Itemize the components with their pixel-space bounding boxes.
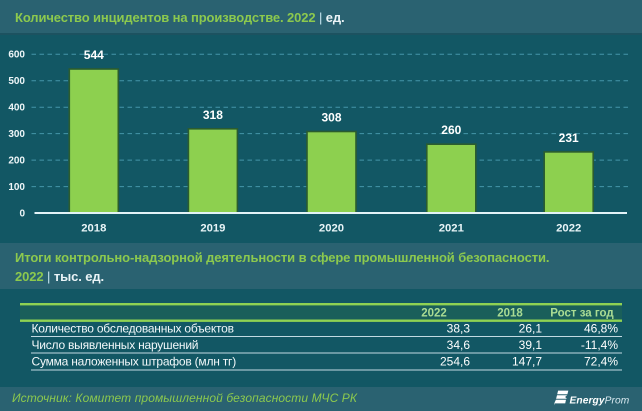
svg-text:2018: 2018 bbox=[81, 223, 106, 235]
svg-text:500: 500 bbox=[8, 76, 25, 87]
svg-text:Число выявленных нарушений: Число выявленных нарушений bbox=[32, 338, 199, 352]
svg-text:318: 318 bbox=[203, 108, 223, 122]
svg-text:2022: 2022 bbox=[421, 308, 447, 320]
svg-text:544: 544 bbox=[84, 48, 104, 62]
svg-text:231: 231 bbox=[559, 131, 579, 145]
svg-text:2018: 2018 bbox=[497, 308, 523, 320]
svg-text:Сумма наложенных штрафов (млн: Сумма наложенных штрафов (млн тг) bbox=[32, 355, 237, 369]
svg-text:200: 200 bbox=[8, 156, 25, 167]
svg-text:26,1: 26,1 bbox=[519, 322, 543, 336]
svg-text:600: 600 bbox=[8, 50, 25, 61]
svg-text:300: 300 bbox=[8, 129, 25, 140]
svg-text:39,1: 39,1 bbox=[519, 338, 543, 352]
svg-text:34,6: 34,6 bbox=[447, 338, 471, 352]
svg-text:Количество обследованных объек: Количество обследованных объектов bbox=[32, 322, 234, 336]
svg-text:400: 400 bbox=[8, 103, 25, 114]
svg-text:-11,4%: -11,4% bbox=[581, 338, 618, 352]
svg-text:72,4%: 72,4% bbox=[584, 355, 618, 369]
svg-text:2022: 2022 bbox=[556, 223, 581, 235]
svg-text:254,6: 254,6 bbox=[440, 355, 470, 369]
svg-text:260: 260 bbox=[441, 123, 461, 137]
svg-text:EnergyProm: EnergyProm bbox=[570, 395, 630, 406]
svg-text:2020: 2020 bbox=[319, 223, 344, 235]
svg-text:38,3: 38,3 bbox=[447, 322, 471, 336]
svg-text:0: 0 bbox=[19, 209, 25, 220]
svg-text:100: 100 bbox=[8, 182, 25, 193]
svg-text:308: 308 bbox=[321, 111, 341, 125]
svg-text:2021: 2021 bbox=[439, 223, 464, 235]
svg-text:2019: 2019 bbox=[200, 223, 225, 235]
svg-text:147,7: 147,7 bbox=[512, 355, 542, 369]
svg-text:46,8%: 46,8% bbox=[584, 322, 618, 336]
svg-text:Рост за год: Рост за год bbox=[550, 308, 614, 320]
